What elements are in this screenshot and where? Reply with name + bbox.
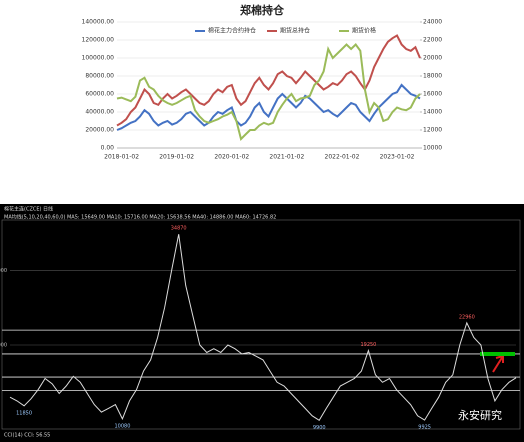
- x-tick-label: 2022-01-02: [325, 154, 360, 161]
- y-tick-label: 20000.00: [85, 127, 114, 134]
- y-tick-label: 80000.00: [85, 73, 114, 80]
- y-tick-label: 40000.00: [85, 109, 114, 116]
- x-tick-label: 2021-01-02: [269, 154, 304, 161]
- y-tick-label: 20000: [0, 343, 7, 349]
- legend-label: 期货价格: [352, 27, 376, 35]
- plot-frame: [1, 219, 521, 430]
- x-tick-label: 2020-01-02: [214, 154, 249, 161]
- point-label: 22960: [459, 314, 475, 320]
- x-tick-label: 2023-01-02: [380, 154, 415, 161]
- bottom-panel: [0, 204, 524, 442]
- y2-tick-label: 16000: [423, 91, 442, 98]
- point-label: 9900: [313, 425, 326, 431]
- point-label: 19250: [360, 342, 376, 348]
- y-tick-label: 120000.00: [82, 37, 115, 44]
- legend-label: 棉花主力合约持仓: [208, 27, 256, 35]
- series-line: [116, 83, 421, 131]
- series-line: [116, 34, 421, 127]
- y-tick-label: 60000.00: [85, 91, 114, 98]
- x-tick-label: 2018-01-02: [104, 154, 139, 161]
- legend-label: 期货总持仓: [280, 27, 310, 35]
- y-tick-label: 140000.00: [82, 19, 115, 26]
- series-line: [116, 42, 421, 141]
- watermark: 永安研究: [458, 408, 502, 422]
- ma-legend: MA均线(5,10,20,40,60,0) MA5: 15649.00 MA10…: [4, 214, 276, 221]
- top-panel: [0, 0, 524, 168]
- panel-title: 棉花主连(CZCE) 日线: [4, 206, 53, 213]
- price-line: [9, 234, 517, 422]
- point-label: 34870: [171, 226, 187, 232]
- y2-tick-label: 12000: [423, 127, 442, 134]
- y2-tick-label: 24000: [423, 19, 442, 26]
- y-tick-label: 0.00: [101, 145, 115, 152]
- arrow: [492, 355, 504, 373]
- point-label: 9925: [418, 425, 431, 431]
- chart-title: 郑棉持仓: [240, 3, 285, 17]
- indicator-legend: CCI(14) CCI: 56.55: [4, 433, 50, 439]
- y2-tick-label: 14000: [423, 109, 442, 116]
- x-tick-label: 2019-01-02: [159, 154, 194, 161]
- point-label: 11850: [16, 410, 32, 416]
- y2-tick-label: 20000: [423, 55, 442, 62]
- y2-tick-label: 10000: [423, 145, 442, 152]
- point-label: 10080: [114, 423, 130, 429]
- y-tick-label: 30000: [0, 268, 7, 274]
- y-tick-label: 100000.00: [82, 55, 115, 62]
- y2-tick-label: 18000: [423, 73, 442, 80]
- y2-tick-label: 22000: [423, 37, 442, 44]
